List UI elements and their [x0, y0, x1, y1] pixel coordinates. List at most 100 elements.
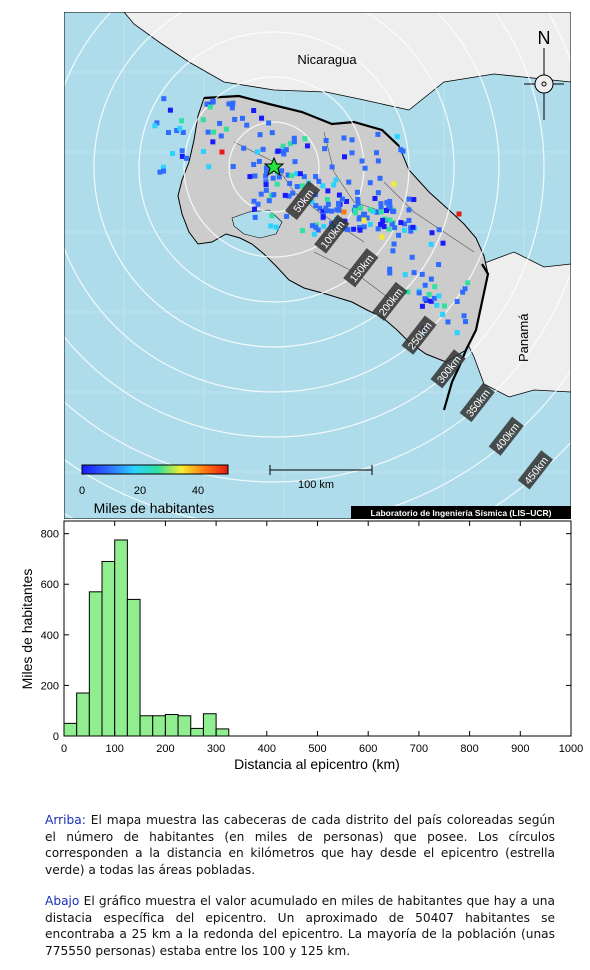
population-dot: [329, 164, 335, 170]
population-dot: [160, 164, 166, 170]
population-dot: [291, 135, 297, 141]
population-dot: [354, 189, 360, 195]
population-dot: [200, 148, 206, 154]
population-dot: [432, 284, 438, 290]
population-dot: [454, 330, 460, 336]
population-dot: [387, 270, 393, 276]
population-dot: [313, 203, 319, 209]
distance-ring: [138, 31, 410, 303]
y-tick-label: 0: [53, 731, 59, 743]
x-axis-ticks: 0 100 200 300 400 500 600 700 800 900 1000: [61, 521, 583, 755]
population-dot: [322, 146, 328, 152]
population-dot: [165, 130, 171, 136]
x-tick-label: 100: [106, 743, 124, 755]
population-dot: [357, 227, 363, 233]
population-dot: [183, 155, 189, 161]
plot-frame: [63, 520, 572, 737]
population-dot: [157, 169, 163, 175]
population-dot: [273, 224, 279, 230]
y-tick-label: 800: [41, 529, 59, 541]
population-dot: [179, 153, 185, 159]
population-dot: [344, 198, 350, 204]
population-dot: [377, 175, 383, 181]
population-dot: [387, 198, 393, 204]
population-dot: [311, 231, 317, 237]
population-dot: [375, 158, 381, 164]
population-dot: [324, 196, 330, 202]
population-dot: [301, 174, 307, 180]
population-dot: [367, 180, 373, 186]
population-dot: [381, 224, 387, 230]
population-dot: [461, 313, 467, 319]
population-dot: [396, 232, 402, 238]
histogram-bar: [139, 715, 154, 737]
population-dot: [378, 221, 384, 227]
population-dot: [174, 128, 180, 134]
population-dot: [206, 164, 212, 170]
histogram-bar: [126, 598, 141, 737]
colorbar-tick-0: 0: [79, 485, 85, 497]
population-dot: [161, 96, 167, 102]
population-dot: [364, 215, 370, 221]
y-tick-label: 200: [41, 680, 59, 692]
population-dot: [402, 272, 408, 278]
population-dot: [204, 101, 210, 107]
population-dot: [355, 201, 361, 207]
population-dot: [329, 208, 335, 214]
population-dot: [218, 133, 224, 139]
population-dot: [460, 289, 466, 295]
population-dot: [357, 205, 363, 211]
population-dot: [210, 99, 216, 105]
population-dot: [351, 226, 357, 232]
population-dot: [378, 205, 384, 211]
population-dot: [217, 120, 223, 126]
population-dot: [268, 223, 274, 229]
credit-box: Laboratorio de Ingeniería Sísmica (LIS–U…: [351, 506, 571, 519]
population-dot: [210, 129, 216, 135]
population-dot: [375, 190, 381, 196]
x-tick-label: 1000: [559, 743, 583, 755]
scale-bar: 100 km: [269, 465, 373, 491]
population-dot: [428, 298, 434, 304]
population-dot: [378, 201, 384, 207]
population-dot: [410, 224, 416, 230]
population-dot: [370, 208, 376, 214]
population-dot: [324, 208, 330, 214]
population-dot: [252, 173, 258, 179]
population-dot: [391, 208, 397, 214]
population-dot: [290, 190, 296, 196]
colorbar-title: Miles de habitantes: [94, 500, 215, 516]
histogram-bar: [164, 714, 179, 737]
population-dot: [280, 149, 286, 155]
population-dot: [379, 234, 385, 240]
population-dot: [367, 221, 373, 227]
population-dot: [380, 217, 386, 223]
north-arrow-icon: N: [524, 28, 564, 120]
population-dot: [352, 210, 358, 216]
population-dot: [230, 164, 236, 170]
population-dot: [406, 196, 412, 202]
histogram-bar: [215, 728, 230, 737]
population-dot: [387, 204, 393, 210]
x-tick-label: 600: [359, 743, 377, 755]
population-dot: [323, 205, 329, 211]
credit-label: Laboratorio de Ingeniería Sísmica (LIS–U…: [371, 508, 552, 518]
population-dot: [387, 217, 393, 223]
caption-bottom-text: El gráfico muestra el valor acumulado en…: [45, 894, 555, 958]
population-dot: [264, 169, 270, 175]
epicenter-map: 50km100km150km200km250km300km350km400km4…: [64, 12, 571, 519]
population-dot: [257, 132, 263, 138]
x-axis-label: Distancia al epicentro (km): [234, 756, 400, 772]
country-label-nicaragua: Nicaragua: [297, 52, 357, 67]
population-dot: [297, 171, 303, 177]
population-dot: [316, 178, 322, 184]
population-dot: [263, 173, 269, 179]
population-dot: [180, 129, 186, 135]
population-dot: [336, 205, 342, 211]
population-dot: [286, 193, 292, 199]
population-dot: [275, 148, 281, 154]
population-dot: [263, 187, 269, 193]
x-tick-label: 900: [511, 743, 529, 755]
population-dot: [352, 207, 358, 213]
population-dot: [384, 200, 390, 206]
